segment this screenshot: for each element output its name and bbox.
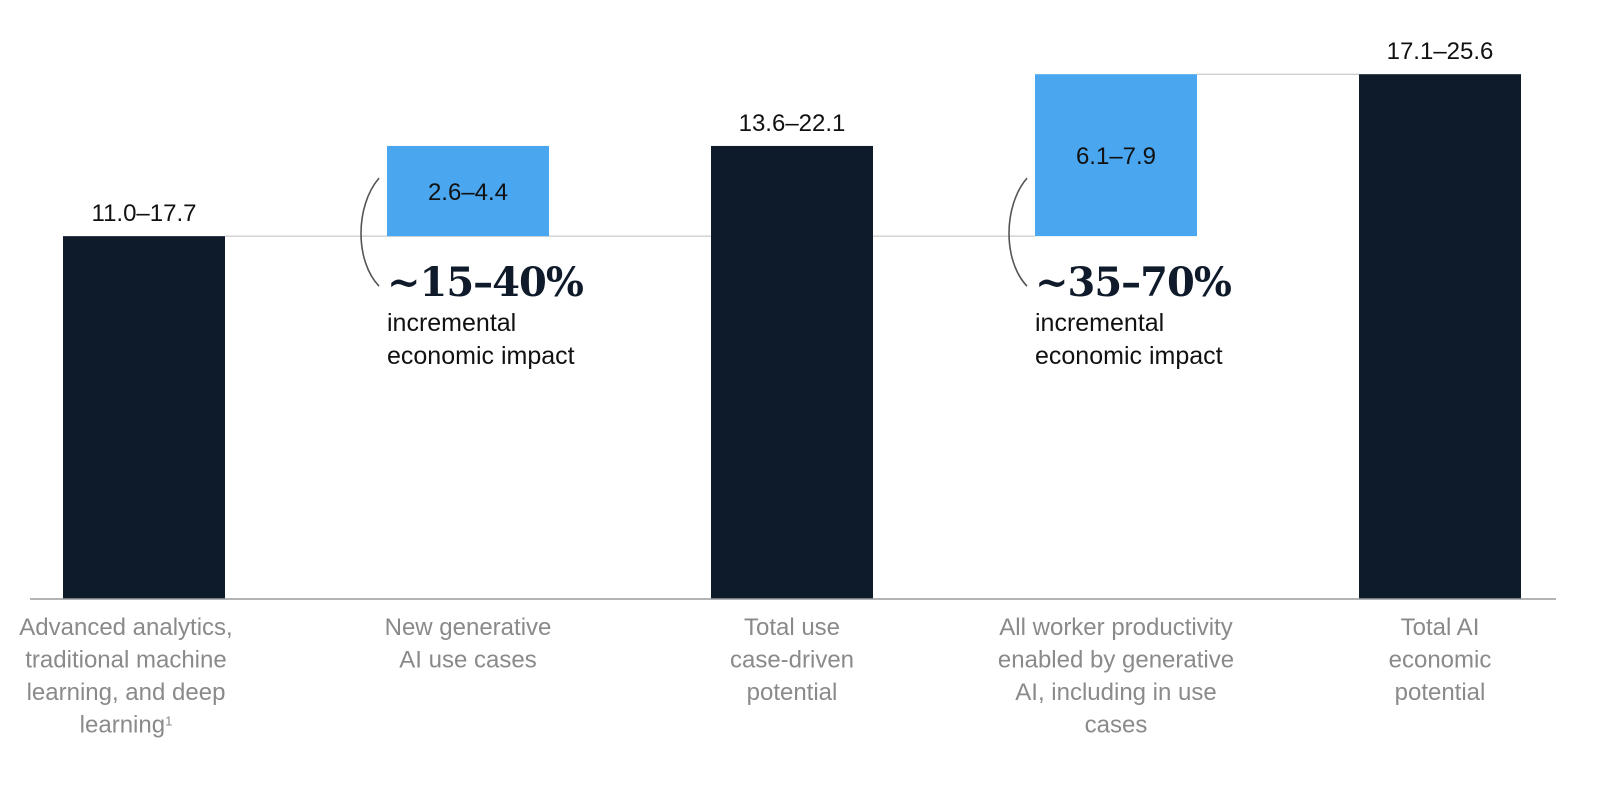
bar-value-label-1: 2.6–4.4 bbox=[428, 179, 508, 206]
value-label-group: 11.0–17.7 2.6–4.4 13.6–22.1 6.1–7.9 17.1–25.… bbox=[92, 38, 1494, 227]
increment-bar-1 bbox=[387, 145, 549, 237]
bar-group bbox=[63, 74, 1521, 599]
connector-lines bbox=[225, 73, 1359, 237]
bar-value-label-3: 6.1–7.9 bbox=[1076, 143, 1156, 170]
footnote-marker: 1 bbox=[165, 713, 172, 728]
bracket-0 bbox=[360, 177, 380, 287]
annotation-line-1-1: economic impact bbox=[1035, 342, 1223, 370]
category-label-2-2: potential bbox=[747, 679, 838, 706]
total-bar-0 bbox=[63, 236, 225, 599]
category-label-0-2: learning, and deep bbox=[27, 679, 226, 706]
category-label-3-3: cases bbox=[1085, 712, 1148, 739]
annotation-line-0-1: economic impact bbox=[387, 342, 575, 370]
total-bar-2 bbox=[711, 145, 873, 599]
total-bar-4 bbox=[1359, 74, 1521, 599]
bar-value-label-0: 11.0–17.7 bbox=[92, 200, 197, 227]
category-label-group: Advanced analytics, traditional machine le… bbox=[19, 614, 1491, 739]
category-label-3-0: All worker productivity bbox=[999, 614, 1232, 641]
increment-bar-3 bbox=[1035, 74, 1197, 237]
bar-value-label-4: 17.1–25.6 bbox=[1387, 38, 1494, 65]
category-label-3-1: enabled by generative bbox=[998, 647, 1234, 674]
category-label-1-0: New generative bbox=[385, 614, 552, 641]
annotation-percent-0: ~15–40% bbox=[387, 259, 584, 306]
annotation-percent-1: ~35–70% bbox=[1035, 259, 1232, 306]
annotation-line-1-0: incremental bbox=[1035, 309, 1164, 337]
category-label-4-2: potential bbox=[1395, 679, 1486, 706]
category-label-0-0: Advanced analytics, bbox=[19, 614, 232, 641]
bracket-group bbox=[360, 177, 1028, 287]
annotation-group: ~15–40% incremental economic impact ~35–70%… bbox=[387, 259, 1233, 370]
bar-value-label-2: 13.6–22.1 bbox=[739, 110, 846, 137]
category-label-2-0: Total use bbox=[744, 614, 840, 641]
annotation-line-0-0: incremental bbox=[387, 309, 516, 337]
category-label-4-0: Total AI bbox=[1401, 614, 1480, 641]
bracket-1 bbox=[1008, 177, 1028, 287]
category-label-2-1: case-driven bbox=[730, 647, 854, 674]
category-label-0-1: traditional machine bbox=[25, 647, 226, 674]
category-label-3-2: AI, including in use bbox=[1015, 679, 1216, 706]
category-label-1-1: AI use cases bbox=[399, 647, 536, 674]
category-label-4-1: economic bbox=[1389, 647, 1492, 674]
category-label-0-3: learning1 bbox=[80, 712, 173, 739]
